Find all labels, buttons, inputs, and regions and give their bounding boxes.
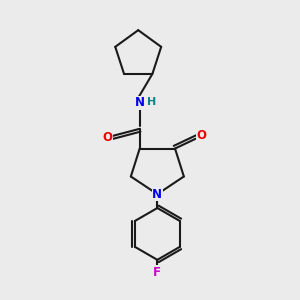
Text: O: O	[196, 129, 206, 142]
Text: O: O	[102, 131, 112, 144]
Text: F: F	[153, 266, 161, 279]
Text: N: N	[135, 96, 145, 110]
Text: H: H	[147, 97, 157, 107]
Text: N: N	[152, 188, 162, 201]
